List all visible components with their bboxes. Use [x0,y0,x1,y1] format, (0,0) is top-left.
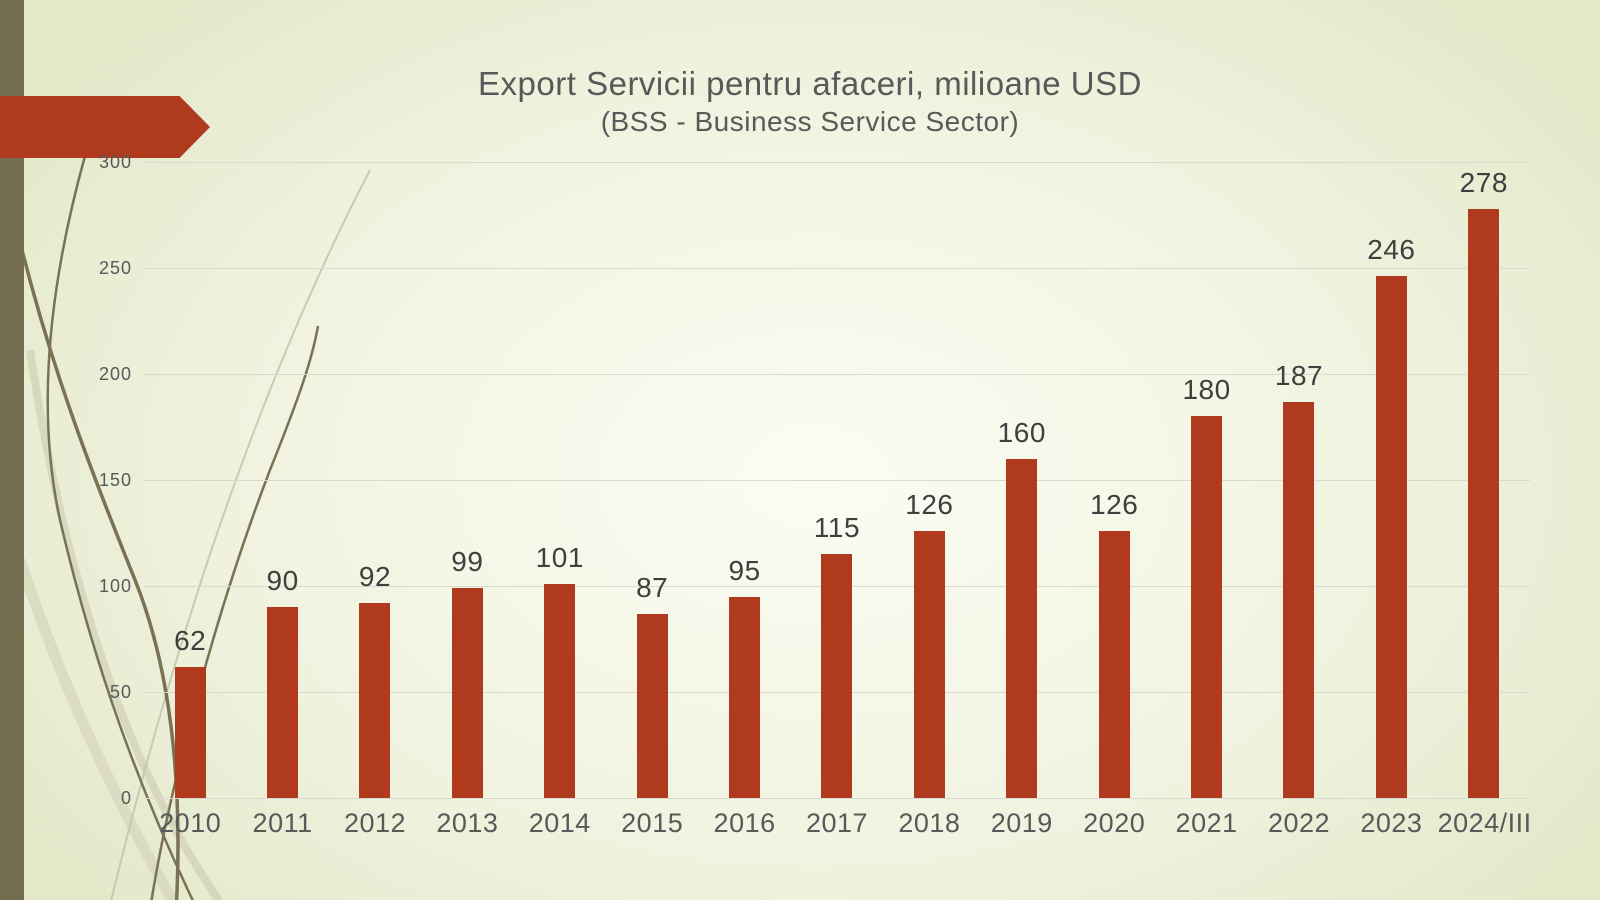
category-label-2010: 2010 [159,808,222,838]
bar-value-label-2022: 187 [1274,360,1324,391]
category-label-2018: 2018 [898,808,961,838]
category-label-2024-iii: 2024/III [1437,808,1532,838]
bar-group-2023: 246 2023 [1345,162,1437,838]
y-tick-label-200: 200 [98,364,132,384]
bar-2011 [267,607,299,798]
bar-group-2013: 99 2013 [421,162,513,838]
category-label-2015: 2015 [621,808,684,838]
y-tick-label-300: 300 [98,152,132,172]
bar-value-label-2011: 90 [266,565,299,596]
bar-group-2017: 115 2017 [791,162,883,838]
bar-2014 [544,584,576,798]
gridline-0 [144,797,1530,799]
plot-area: 62 2010 90 2011 92 2012 99 2013 101 2014 87 2015 95 2… [144,162,1532,838]
category-label-2017: 2017 [805,808,869,838]
bar-2023 [1375,276,1407,798]
bar-value-label-2015: 87 [636,572,669,603]
bar-2017 [821,554,853,798]
bar-group-2011: 90 2011 [236,162,328,838]
bar-group-2014: 101 2014 [514,162,606,838]
bar-value-label-2016: 95 [728,555,761,586]
bar-2012 [359,603,391,798]
bar-group-2020: 126 2020 [1068,162,1160,838]
chart-title: Export Servicii pentru afaceri, milioane… [478,65,1142,102]
bar-group-2024-iii: 278 2024/III [1438,162,1532,838]
category-label-2021: 2021 [1175,808,1238,838]
bar-value-label-2010: 62 [174,625,207,656]
bar-value-label-2021: 180 [1182,374,1231,405]
bar-group-2022: 187 2022 [1253,162,1345,838]
bar-group-2010: 62 2010 [144,162,236,838]
gridline-250 [144,267,1530,269]
bar-value-label-2020: 126 [1090,489,1139,520]
bar-2010 [174,667,206,798]
category-label-2011: 2011 [252,808,313,838]
category-label-2022: 2022 [1267,808,1331,838]
bar-value-label-2017: 115 [813,512,861,543]
bar-value-label-2023: 246 [1367,234,1416,265]
bar-2013 [451,588,483,798]
bar-value-label-2012: 92 [358,561,392,592]
curve-light-band-2 [14,558,179,900]
bar-group-2021: 180 2021 [1160,162,1252,838]
category-label-2020: 2020 [1083,808,1146,838]
curve-light-arc [110,169,371,900]
gridline-200 [144,373,1530,375]
y-tick-label-100: 100 [98,576,132,596]
bar-value-label-2024-iii: 278 [1459,167,1508,198]
y-tick-label-50: 50 [109,682,132,702]
bar-2021 [1191,416,1223,798]
gridline-300 [144,161,1530,163]
bar-2018 [913,531,945,798]
category-label-2012: 2012 [343,808,407,838]
bar-2020 [1098,531,1130,798]
bar-value-label-2018: 126 [905,489,954,520]
bar-2024-iii [1468,209,1500,798]
bar-value-label-2013: 99 [451,546,484,577]
category-label-2013: 2013 [436,808,499,838]
chart-subtitle: (BSS - Business Service Sector) [600,106,1020,137]
y-tick-label-0: 0 [120,788,132,808]
curve-dark-1 [46,155,195,900]
bar-2022 [1283,402,1315,798]
bar-group-2018: 126 2018 [883,162,975,838]
curve-dark-arc [150,325,320,900]
category-label-2016: 2016 [713,808,776,838]
category-label-2019: 2019 [990,808,1053,838]
decorative-curves [14,155,371,900]
bar-2015 [636,614,668,798]
bar-group-2019: 160 2019 [976,162,1068,838]
bar-group-2012: 92 2012 [329,162,421,838]
category-label-2023: 2023 [1360,808,1423,838]
y-tick-label-150: 150 [98,470,132,490]
bar-2019 [1006,459,1038,798]
gridline-150 [144,479,1530,481]
y-tick-label-250: 250 [98,258,132,278]
red-arrow-accent [0,96,210,158]
bar-value-label-2019: 160 [997,417,1046,448]
chart-title-block: Export Servicii pentru afaceri, milioane… [10,64,1600,140]
bar-2016 [729,597,761,798]
bar-value-label-2014: 101 [535,542,584,573]
bar-group-2016: 95 2016 [698,162,790,838]
bar-group-2015: 87 2015 [606,162,698,838]
category-label-2014: 2014 [528,808,591,838]
